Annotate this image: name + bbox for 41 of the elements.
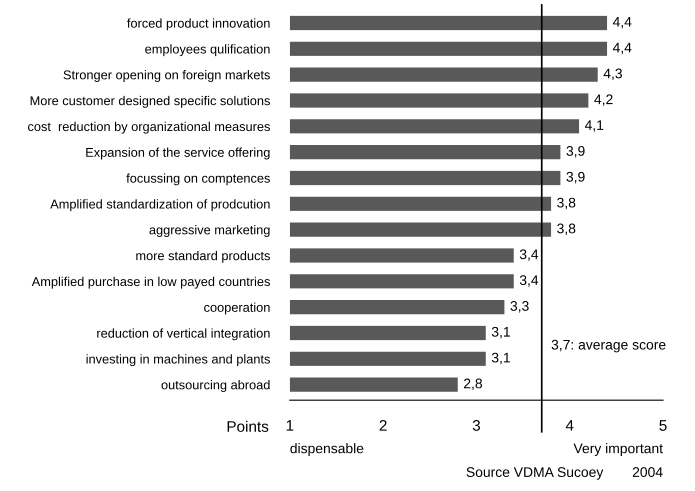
data-label: 2,8 — [464, 378, 482, 390]
data-label: 3,1 — [492, 326, 510, 338]
x-tick-label: 3 — [472, 420, 480, 431]
x-axis-title: Points — [228, 420, 268, 432]
y-tick-label: outsourcing abroad — [162, 380, 270, 392]
y-tick-label: focussing on comptences — [126, 173, 270, 186]
data-label: 4,1 — [584, 120, 604, 132]
data-label: 3,1 — [492, 352, 510, 364]
data-label: 3,9 — [566, 172, 585, 184]
y-tick-label: reduction of vertical integration — [97, 328, 270, 340]
y-tick-label: More customer designed specific solutions — [30, 96, 270, 108]
y-tick-label: investing in machines and plants — [86, 354, 270, 366]
data-label: 4,3 — [604, 68, 622, 80]
data-label: 4,2 — [594, 94, 613, 106]
x-tick-label: 2 — [380, 420, 387, 431]
y-tick-label: Amplified purchase in low payed countries — [32, 276, 270, 289]
y-tick-label: Amplified standardization of prodcution — [50, 199, 270, 212]
y-tick-label: forced product innovation — [127, 18, 270, 30]
y-tick-label: aggressive marketing — [149, 225, 270, 237]
data-label: 3,3 — [510, 301, 529, 313]
data-label: 3,4 — [520, 275, 538, 287]
data-label: 3,8 — [557, 224, 576, 236]
x-tick-label: 1 — [286, 420, 294, 431]
data-label: 4,4 — [612, 42, 632, 54]
y-tick-label: Expansion of the service offering — [86, 148, 270, 160]
text: 2004 — [632, 467, 663, 478]
data-label: 4,4 — [612, 17, 632, 28]
source-note: Source VDMA Sucoey — [466, 467, 604, 480]
y-tick-label: Stronger opening on foreign markets — [64, 70, 270, 82]
y-tick-label: more standard products — [136, 250, 270, 263]
y-tick-label: cooperation — [204, 302, 270, 314]
text: Very important — [574, 443, 663, 456]
y-tick-label: employees qulification — [145, 44, 270, 56]
text: dispensable — [290, 443, 364, 456]
data-label: 3,8 — [557, 198, 576, 210]
y-tick-label: cost reduction by organizational measures — [28, 122, 270, 134]
ref-line-label: 3,7: average score — [552, 340, 666, 352]
x-tick-label: 4 — [566, 420, 574, 431]
x-tick-label: 5 — [659, 420, 667, 431]
data-label: 3,9 — [566, 146, 585, 158]
data-label: 3,4 — [520, 249, 538, 261]
